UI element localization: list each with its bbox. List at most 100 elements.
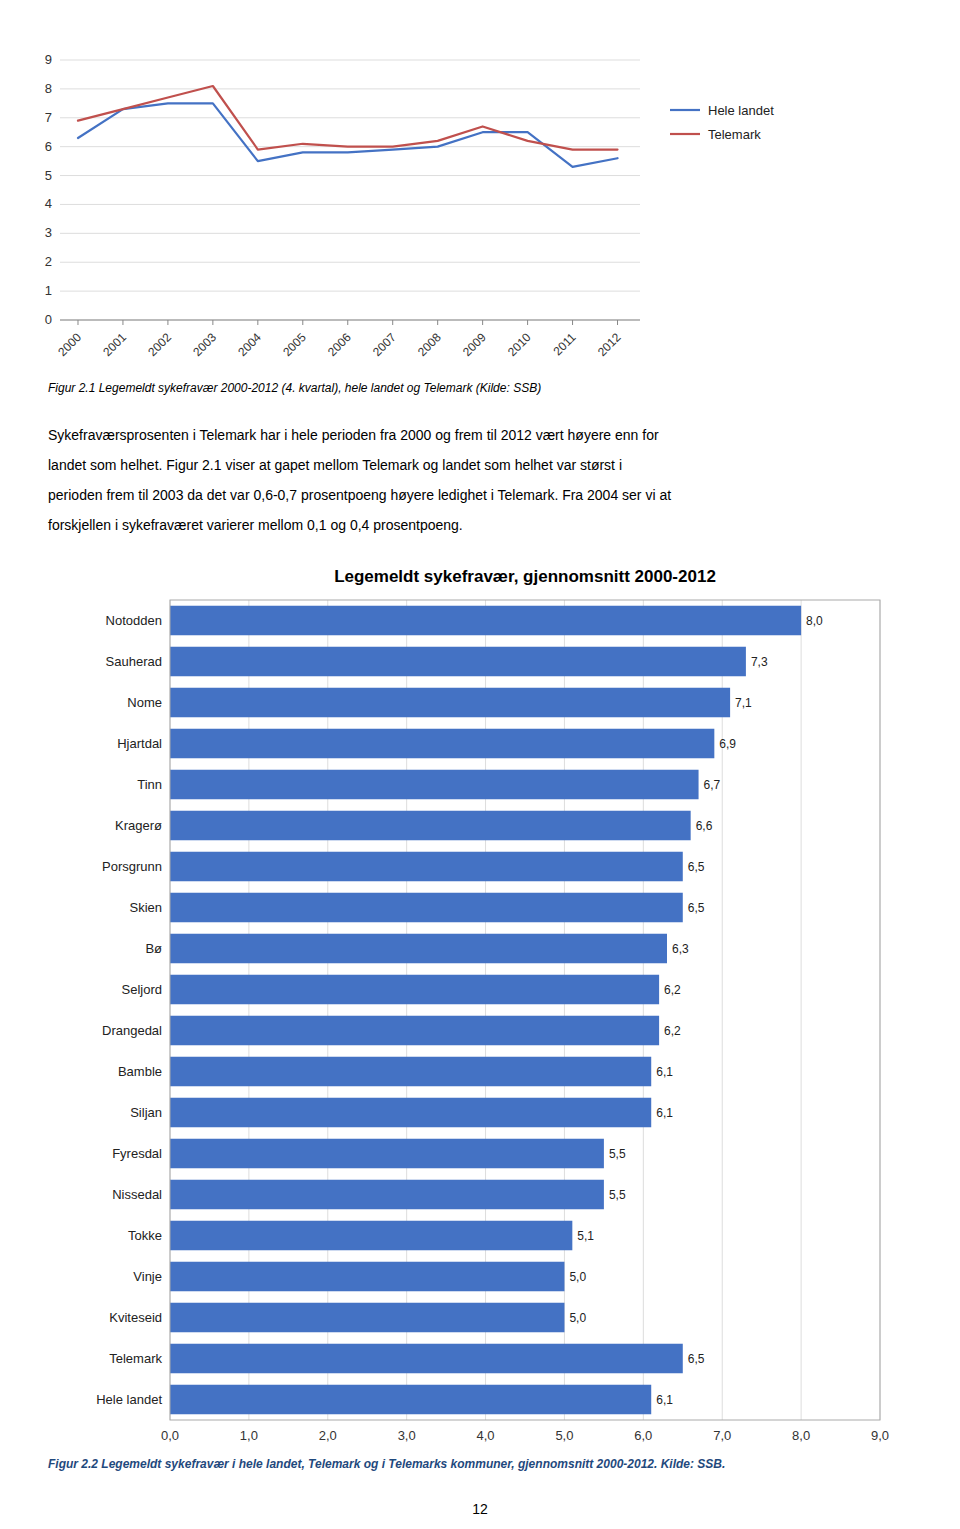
grid-line xyxy=(60,262,640,263)
body-text: landet som helhet. Figur 2.1 viser at ga… xyxy=(48,457,622,473)
grid-line xyxy=(248,600,249,1420)
bar xyxy=(170,1180,604,1210)
y-tick-label: 2 xyxy=(45,254,52,269)
x-tick-label: 8,0 xyxy=(792,1428,810,1443)
legend-swatch xyxy=(670,109,700,111)
y-tick-label: Bø xyxy=(145,941,162,956)
legend-label: Telemark xyxy=(708,127,761,142)
x-tick-label: 5,0 xyxy=(555,1428,573,1443)
bars-group xyxy=(170,606,801,1415)
data-label: 5,1 xyxy=(577,1229,594,1243)
grid-line xyxy=(722,600,723,1420)
grid-line xyxy=(60,117,640,118)
x-tick xyxy=(437,320,438,325)
x-tick-label: 3,0 xyxy=(398,1428,416,1443)
y-tick-label: Tokke xyxy=(128,1228,162,1243)
body-text: Sykefraværsprosenten i Telemark har i he… xyxy=(48,427,659,443)
bar xyxy=(170,1057,651,1087)
y-tick-label: Drangedal xyxy=(102,1023,162,1038)
bar xyxy=(170,1098,651,1128)
x-tick xyxy=(392,320,393,325)
x-tick-label: 2011 xyxy=(551,330,579,358)
bar xyxy=(170,606,801,636)
x-tick-label: 0,0 xyxy=(161,1428,179,1443)
data-label: 5,5 xyxy=(609,1147,626,1161)
y-tick-label: Nome xyxy=(127,695,162,710)
data-label: 5,0 xyxy=(569,1311,586,1325)
x-tick-label: 6,0 xyxy=(634,1428,652,1443)
data-label: 6,5 xyxy=(688,860,705,874)
page-number: 12 xyxy=(472,1501,488,1517)
x-tick xyxy=(167,320,168,325)
data-label: 6,1 xyxy=(656,1106,673,1120)
grid-line xyxy=(60,233,640,234)
grid-line xyxy=(406,600,407,1420)
x-tick-label: 2000 xyxy=(55,330,84,359)
data-label: 6,9 xyxy=(719,737,736,751)
caption: Figur 2.1 Legemeldt sykefravær 2000-2012… xyxy=(48,381,541,395)
x-tick-label: 2009 xyxy=(460,330,489,359)
legend-label: Hele landet xyxy=(708,103,774,118)
grid-line xyxy=(327,600,328,1420)
data-label: 5,0 xyxy=(569,1270,586,1284)
data-label: 6,2 xyxy=(664,1024,681,1038)
bar xyxy=(170,975,659,1005)
legend-swatch xyxy=(670,133,700,135)
y-tick-label: Bamble xyxy=(118,1064,162,1079)
x-tick-label: 9,0 xyxy=(871,1428,889,1443)
y-tick-label: Skien xyxy=(129,900,162,915)
background xyxy=(0,0,960,1529)
y-tick-label: 5 xyxy=(45,168,52,183)
series-line xyxy=(78,103,618,167)
x-tick-label: 2002 xyxy=(145,330,174,359)
x-tick xyxy=(257,320,258,325)
series-group xyxy=(78,86,618,167)
y-tick-label: 6 xyxy=(45,139,52,154)
grid-line xyxy=(60,175,640,176)
grid-line xyxy=(485,600,486,1420)
data-label: 6,5 xyxy=(688,1352,705,1366)
x-tick-label: 2010 xyxy=(505,330,534,359)
y-tick-label: 7 xyxy=(45,110,52,125)
y-tick-label: 9 xyxy=(45,52,52,67)
plot-frame xyxy=(170,600,880,1420)
y-tick-label: Hele landet xyxy=(96,1392,162,1407)
y-tick-label: Kviteseid xyxy=(109,1310,162,1325)
data-label: 8,0 xyxy=(806,614,823,628)
bar xyxy=(170,1016,659,1046)
x-tick-label: 2007 xyxy=(370,330,399,359)
bar xyxy=(170,1344,683,1374)
bar xyxy=(170,934,667,964)
x-tick xyxy=(617,320,618,325)
bar xyxy=(170,1221,572,1251)
y-tick-label: Siljan xyxy=(130,1105,162,1120)
bar xyxy=(170,1303,564,1333)
x-tick-label: 2005 xyxy=(280,330,309,359)
grid-line xyxy=(60,204,640,205)
data-label: 6,6 xyxy=(696,819,713,833)
x-tick xyxy=(212,320,213,325)
data-label: 6,1 xyxy=(656,1065,673,1079)
grid-line xyxy=(801,600,802,1420)
data-label: 6,1 xyxy=(656,1393,673,1407)
chart-title: Legemeldt sykefravær, gjennomsnitt 2000-… xyxy=(334,567,716,586)
caption: Figur 2.2 Legemeldt sykefravær i hele la… xyxy=(48,1457,725,1471)
x-tick xyxy=(482,320,483,325)
bar xyxy=(170,893,683,923)
data-label: 5,5 xyxy=(609,1188,626,1202)
data-label: 6,3 xyxy=(672,942,689,956)
data-label: 6,2 xyxy=(664,983,681,997)
y-tick-label: Nissedal xyxy=(112,1187,162,1202)
y-tick-label: 1 xyxy=(45,283,52,298)
y-tick-label: Vinje xyxy=(133,1269,162,1284)
bar xyxy=(170,647,746,677)
y-tick-label: Sauherad xyxy=(106,654,162,669)
page: 0123456789200020012002200320042005200620… xyxy=(0,0,960,1529)
x-tick-label: 2003 xyxy=(190,330,219,359)
bar xyxy=(170,770,699,800)
y-tick-label: 0 xyxy=(45,312,52,327)
y-tick-label: 8 xyxy=(45,81,52,96)
bar xyxy=(170,1262,564,1292)
x-tick-label: 4,0 xyxy=(477,1428,495,1443)
grid-line xyxy=(60,320,640,321)
